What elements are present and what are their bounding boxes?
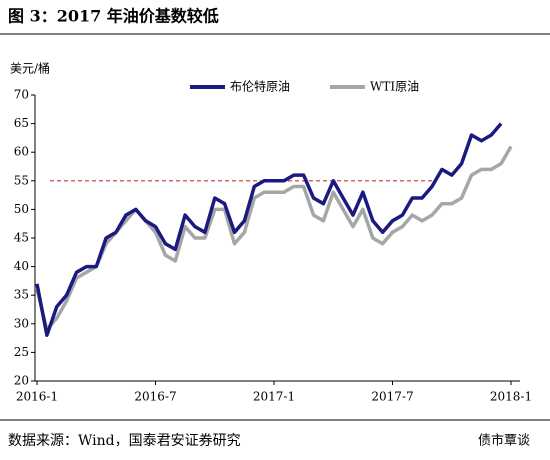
- y-tick-label: 60: [14, 145, 29, 159]
- legend-label: 布伦特原油: [230, 79, 290, 94]
- y-tick-label: 50: [14, 202, 29, 216]
- chart-title: 图 3：2017 年油价基数较低: [8, 7, 219, 26]
- y-tick-label: 25: [14, 345, 29, 359]
- x-tick-label: 2018-1: [490, 390, 532, 404]
- y-tick-label: 35: [14, 288, 29, 302]
- y-tick-label: 70: [14, 88, 29, 102]
- source: 数据来源：Wind，国泰君安证券研究: [8, 433, 241, 449]
- y-tick-label: 30: [14, 316, 29, 330]
- y-tick-label: 45: [14, 231, 29, 245]
- x-tick-label: 2017-7: [371, 390, 413, 404]
- y-tick-label: 65: [14, 116, 29, 130]
- series-line: [35, 122, 503, 337]
- y-tick-label: 55: [14, 173, 29, 187]
- x-tick-label: 2017-1: [253, 390, 295, 404]
- watermark: 债市覃谈: [478, 433, 530, 449]
- x-tick-label: 2016-7: [134, 390, 176, 404]
- y-tick-label: 40: [14, 259, 29, 273]
- legend-label: WTI原油: [370, 80, 419, 94]
- x-tick-label: 2016-1: [16, 390, 58, 404]
- y-axis-label: 美元/桶: [10, 61, 50, 76]
- y-tick-label: 20: [14, 374, 29, 388]
